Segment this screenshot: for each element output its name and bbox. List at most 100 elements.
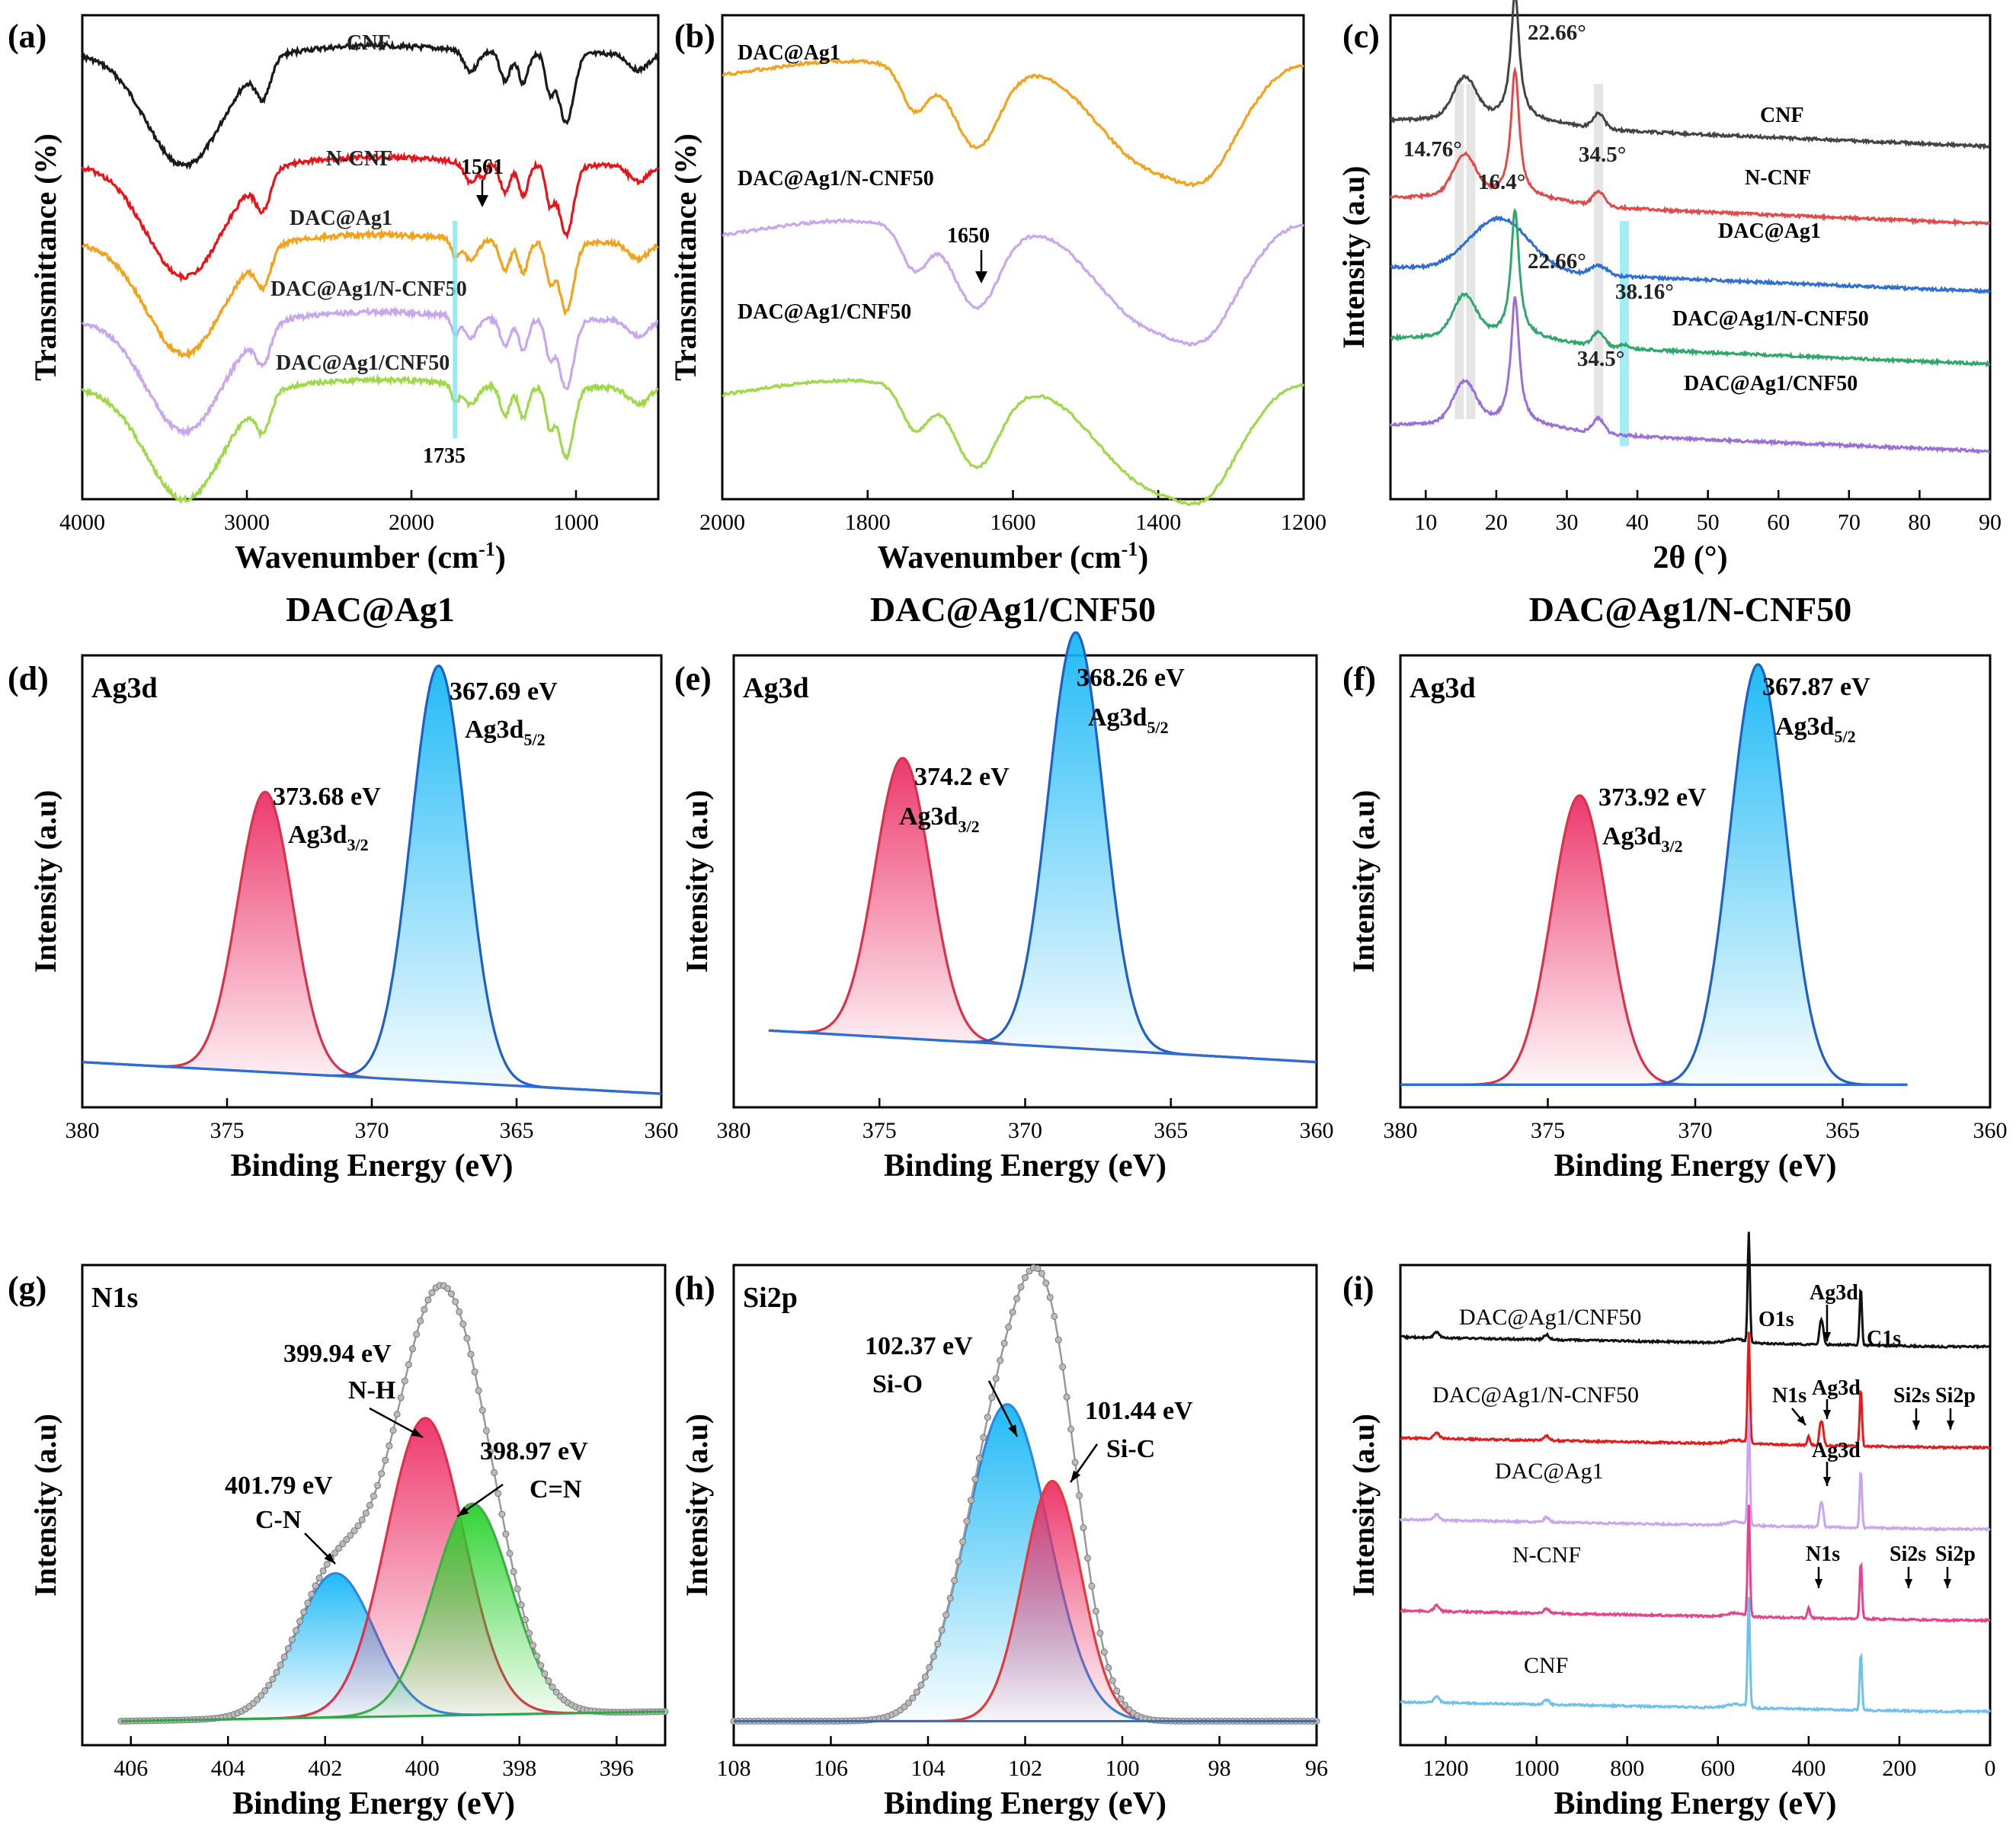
assignment-main: Ag3d — [1602, 822, 1662, 850]
panel-letter: (h) — [674, 1270, 715, 1307]
panel-caption: DAC@Ag1/CNF50 — [870, 590, 1156, 629]
peak-energy-label: 401.79 eV — [225, 1472, 333, 1500]
x-tick-label: 104 — [911, 1756, 946, 1781]
series-label: CNF — [347, 31, 391, 55]
data-point — [1013, 1295, 1021, 1302]
series-label: DAC@Ag1/N-CNF50 — [1432, 1382, 1639, 1408]
y-axis-title: Intensity (a.u) — [28, 790, 62, 972]
panel-letter: (e) — [674, 660, 712, 697]
data-point — [1092, 1607, 1099, 1615]
series-label: DAC@Ag1/CNF50 — [1459, 1305, 1641, 1330]
x-tick-label: 2000 — [389, 510, 434, 535]
data-point — [1059, 1363, 1067, 1371]
x-tick-label: 108 — [717, 1756, 751, 1781]
peak-energy-label: 102.37 eV — [865, 1332, 973, 1360]
x-tick-label: 380 — [1384, 1118, 1418, 1143]
data-point — [343, 1536, 350, 1543]
data-point — [347, 1532, 354, 1539]
plot-frame — [1399, 1264, 1992, 1747]
y-axis-title: Intensity (a.u) — [680, 1414, 714, 1597]
x-tick-label: 30 — [1555, 510, 1578, 535]
ftir-line-CNF — [82, 40, 660, 171]
assignment-sub: 5/2 — [1834, 727, 1855, 746]
data-point — [389, 1427, 397, 1434]
plot-frame — [81, 14, 660, 501]
background-line — [768, 1029, 1317, 1064]
x-tick-label: 1200 — [1281, 510, 1326, 535]
series-label: CNF — [1760, 104, 1804, 127]
plot-frame — [721, 14, 1305, 501]
ftir-line-DAC@Ag1/N-CNF50 — [81, 306, 658, 437]
survey-line-DAC@Ag1/CNF50 — [1400, 1232, 1991, 1350]
data-point — [984, 1414, 991, 1421]
ftir-line-DAC@Ag1 — [81, 228, 659, 360]
background-line — [120, 1710, 666, 1722]
x-tick-label: 106 — [814, 1756, 848, 1781]
data-point — [901, 1703, 908, 1711]
data-point — [951, 1577, 958, 1584]
data-point — [934, 1640, 942, 1648]
series-label: DAC@Ag1/CNF50 — [1684, 372, 1858, 396]
x-axis-title-end: ) — [1138, 540, 1148, 575]
plot-frame — [1389, 14, 1992, 501]
assignment-sub: 5/2 — [523, 730, 545, 749]
data-point — [1105, 1664, 1112, 1671]
x-axis-title: Binding Energy (eV) — [884, 1148, 1166, 1184]
data-point — [491, 1469, 498, 1476]
data-point — [1034, 1264, 1042, 1272]
data-point — [413, 1331, 421, 1338]
series-label: DAC@Ag1/CNF50 — [276, 351, 450, 375]
data-point — [926, 1664, 933, 1671]
data-point — [955, 1558, 962, 1565]
data-point — [1042, 1280, 1050, 1287]
arrow-head — [1814, 1579, 1823, 1588]
data-point — [506, 1549, 514, 1557]
data-point — [280, 1653, 288, 1661]
data-point — [405, 1361, 412, 1369]
peak-label: 22.66° — [1528, 21, 1586, 45]
spectrum-label: Ag3d — [91, 672, 158, 704]
data-point — [350, 1527, 358, 1535]
x-tick-label: 90 — [1979, 510, 2002, 535]
series-label: DAC@Ag1/N-CNF50 — [1672, 307, 1869, 331]
x-axis-title: Wavenumber (cm-1) — [878, 538, 1149, 575]
data-point — [942, 1611, 950, 1619]
x-tick-label: 370 — [1678, 1118, 1713, 1143]
ftir-zoom-line-DAC@Ag1/CNF50 — [722, 377, 1305, 507]
x-tick-label: 98 — [1208, 1756, 1231, 1781]
panel-letter: (c) — [1342, 18, 1380, 55]
annotation-1650: 1650 — [947, 224, 990, 248]
data-point — [1122, 1701, 1129, 1709]
data-point — [386, 1442, 393, 1449]
peak-assignment-label: Ag3d3/2 — [288, 821, 369, 854]
data-point — [277, 1661, 284, 1669]
arrow-head — [1822, 1332, 1832, 1341]
peak-energy-label: 368.26 eV — [1077, 664, 1185, 692]
panel-letter: (d) — [8, 660, 49, 697]
plot-frame — [1399, 654, 1992, 1109]
arrow-head — [1008, 1424, 1017, 1437]
panel-f: (f) 380 375 370 365 360 Binding Energy (eV) Int… — [1342, 654, 2008, 1184]
x-axis-title: Binding Energy (eV) — [884, 1786, 1166, 1821]
data-point — [308, 1590, 315, 1598]
peak-label: 22.66° — [1528, 249, 1586, 274]
data-point — [549, 1683, 556, 1691]
panel-letter: (g) — [8, 1270, 46, 1307]
data-point — [456, 1308, 463, 1315]
data-point — [261, 1687, 269, 1695]
ftir-zoom-line-DAC@Ag1/N-CNF50 — [722, 217, 1305, 348]
x-tick-label: 375 — [210, 1118, 245, 1143]
data-point — [971, 1475, 979, 1483]
peak-energy-label: 373.68 eV — [273, 783, 381, 811]
peak-label: 34.5° — [1579, 143, 1626, 167]
spectrum-label: Si2p — [743, 1282, 798, 1314]
x-tick-label: 404 — [211, 1756, 245, 1781]
y-axis-title: Intensity (a.u) — [1336, 165, 1371, 348]
data-point — [339, 1540, 347, 1548]
x-tick-label: 1000 — [553, 510, 599, 535]
assignment-main: N-H — [348, 1376, 395, 1405]
assignment-main: Si-C — [1106, 1435, 1155, 1463]
annotation-1561: 1561 — [461, 155, 504, 179]
series-label: N-CNF — [1512, 1542, 1581, 1568]
series-label: DAC@Ag1 — [1718, 219, 1821, 243]
